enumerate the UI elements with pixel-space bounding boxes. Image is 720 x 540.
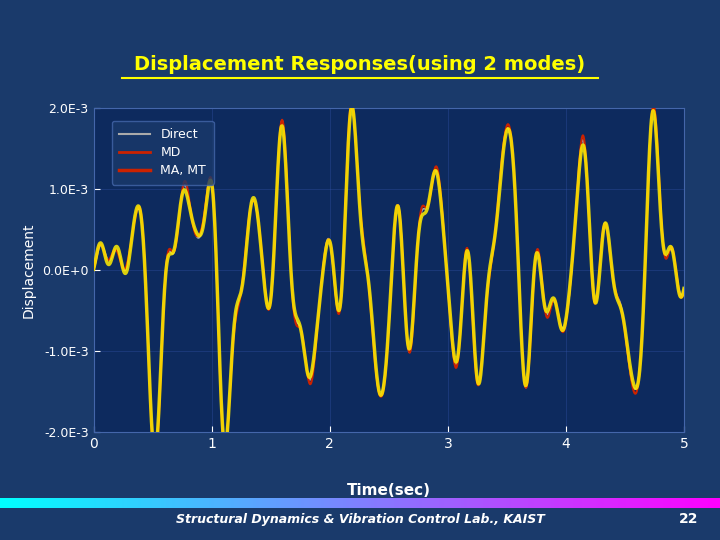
MA, MT bbox=[150, 451, 159, 457]
Text: Structural Dynamics & Vibration Control Lab., KAIST: Structural Dynamics & Vibration Control … bbox=[176, 513, 544, 526]
Line: MD: MD bbox=[94, 103, 684, 463]
Direct bbox=[348, 103, 356, 110]
Direct bbox=[328, 263, 337, 269]
MD bbox=[328, 261, 337, 267]
MA, MT bbox=[150, 448, 158, 455]
MD bbox=[496, 173, 505, 180]
Line: Direct: Direct bbox=[94, 106, 684, 462]
MD bbox=[551, 297, 559, 303]
MD bbox=[562, 320, 570, 326]
Direct bbox=[551, 299, 559, 306]
Direct bbox=[150, 454, 158, 461]
Text: Displacement Responses(using 2 modes): Displacement Responses(using 2 modes) bbox=[135, 55, 585, 75]
Legend: Direct, MD, MA, MT: Direct, MD, MA, MT bbox=[112, 121, 214, 185]
MA, MT bbox=[351, 125, 359, 131]
MD bbox=[348, 100, 356, 106]
MD bbox=[150, 457, 158, 463]
Direct bbox=[150, 458, 159, 465]
MD bbox=[680, 287, 688, 293]
Direct bbox=[496, 174, 505, 181]
Direct bbox=[351, 126, 359, 132]
Direct bbox=[562, 319, 570, 325]
Y-axis label: Displacement: Displacement bbox=[22, 222, 35, 318]
Direct bbox=[89, 267, 98, 273]
Direct bbox=[680, 286, 688, 293]
MA, MT bbox=[348, 103, 356, 110]
MD bbox=[351, 125, 359, 132]
MA, MT bbox=[551, 298, 559, 305]
MA, MT bbox=[328, 259, 337, 266]
MD bbox=[150, 460, 159, 467]
Text: Time(sec): Time(sec) bbox=[347, 483, 431, 498]
MD bbox=[89, 267, 98, 273]
MA, MT bbox=[562, 317, 570, 323]
Line: MA, MT: MA, MT bbox=[94, 106, 684, 454]
MA, MT bbox=[680, 285, 688, 292]
Text: 22: 22 bbox=[679, 512, 698, 526]
MA, MT bbox=[496, 180, 505, 187]
MA, MT bbox=[89, 266, 98, 273]
